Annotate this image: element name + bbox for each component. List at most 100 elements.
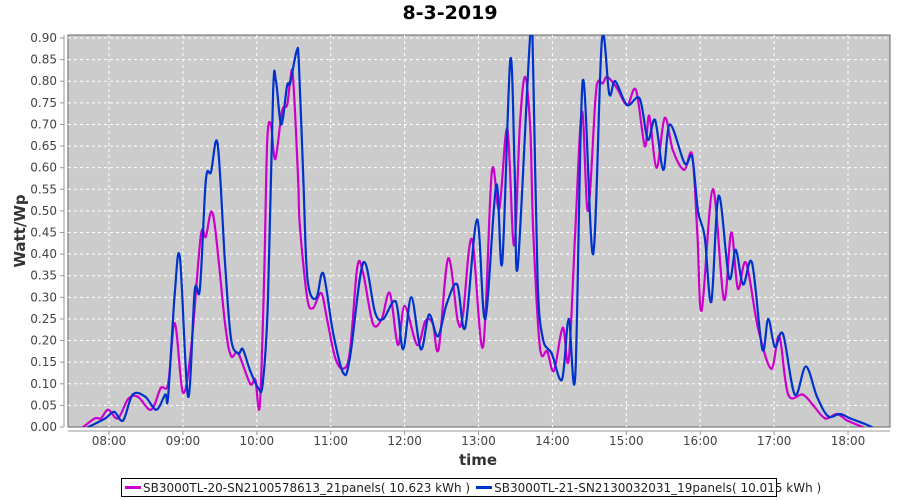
data-point: [173, 292, 176, 295]
data-point: [734, 248, 737, 251]
data-point: [150, 408, 153, 411]
x-tick-label: 08:00: [92, 434, 127, 448]
data-point: [626, 104, 629, 107]
y-tick-label: 0.60: [30, 161, 57, 175]
data-point: [655, 166, 658, 169]
data-point: [204, 179, 207, 182]
y-tick-label: 0.35: [30, 269, 57, 283]
data-point: [212, 214, 215, 217]
legend-item-series-1: SB3000TL-20-SN2100578613_21panels( 10.62…: [125, 481, 470, 495]
data-point: [730, 231, 733, 234]
data-point: [224, 322, 227, 325]
data-point: [164, 393, 167, 396]
data-point: [209, 171, 212, 174]
data-point: [538, 346, 541, 349]
data-point: [567, 317, 570, 320]
data-point: [574, 229, 577, 232]
data-point: [394, 300, 397, 303]
data-point: [280, 110, 283, 113]
legend-label: SB3000TL-21-SN2130032031_19panels( 10.01…: [494, 480, 822, 495]
chart-title: 8-3-2019: [402, 2, 498, 24]
data-point: [864, 422, 867, 425]
data-point: [331, 330, 334, 333]
data-point: [297, 62, 300, 65]
data-point: [82, 426, 85, 427]
data-point: [356, 266, 359, 269]
data-point: [334, 356, 337, 359]
data-point: [756, 326, 759, 329]
data-point: [302, 179, 305, 182]
series-group: [82, 35, 873, 427]
x-tick-label: 12:00: [387, 434, 422, 448]
gridlines: [68, 35, 890, 427]
data-point: [761, 348, 764, 351]
data-point: [683, 162, 686, 165]
data-point: [849, 417, 852, 420]
data-point: [586, 209, 589, 212]
data-point: [597, 80, 600, 83]
y-tick-label: 0.20: [30, 334, 57, 348]
x-axis-label: time: [459, 451, 497, 469]
legend-item-series-2: SB3000TL-21-SN2130032031_19panels( 10.01…: [476, 481, 821, 495]
data-point: [257, 387, 260, 390]
data-point: [261, 382, 264, 385]
data-point: [736, 287, 739, 290]
data-point: [516, 266, 519, 269]
y-tick-label: 0.75: [30, 96, 57, 110]
data-point: [703, 235, 706, 238]
data-point: [601, 82, 604, 85]
x-tick-label: 15:00: [609, 434, 644, 448]
y-tick-label: 0.55: [30, 182, 57, 196]
data-point: [682, 168, 685, 171]
data-point: [272, 91, 275, 94]
data-point: [131, 393, 134, 396]
data-point: [815, 395, 818, 398]
data-point: [594, 99, 597, 102]
y-tick-label: 0.90: [30, 31, 57, 45]
y-tick-label: 0.10: [30, 377, 57, 391]
data-point: [513, 171, 516, 174]
data-point: [410, 296, 413, 299]
data-point: [187, 395, 190, 398]
data-point: [614, 80, 617, 83]
data-point: [550, 352, 553, 355]
data-point: [870, 426, 873, 427]
data-point: [608, 93, 611, 96]
data-point: [728, 276, 731, 279]
data-point: [812, 404, 815, 407]
data-point: [717, 194, 720, 197]
data-point: [745, 261, 748, 264]
data-point: [104, 417, 107, 420]
y-tick-label: 0.30: [30, 290, 57, 304]
data-point: [292, 75, 295, 78]
data-point: [311, 307, 314, 310]
x-tick-label: 14:00: [535, 434, 570, 448]
data-point: [574, 374, 577, 377]
data-point: [697, 209, 700, 212]
data-point: [462, 313, 465, 316]
data-point: [144, 395, 147, 398]
data-point: [846, 419, 849, 422]
data-point: [93, 417, 96, 420]
data-point: [155, 408, 158, 411]
data-point: [263, 274, 266, 277]
data-point: [274, 158, 277, 161]
x-tick-label: 13:00: [461, 434, 496, 448]
y-tick-label: 0.15: [30, 355, 57, 369]
data-point: [663, 116, 666, 119]
data-point: [224, 261, 227, 264]
x-tick-label: 09:00: [166, 434, 201, 448]
data-point: [654, 119, 657, 122]
data-point: [824, 417, 827, 420]
data-point: [436, 335, 439, 338]
x-tick-label: 11:00: [313, 434, 348, 448]
data-point: [648, 114, 651, 117]
data-point: [561, 378, 564, 381]
data-point: [87, 426, 90, 427]
data-point: [495, 183, 498, 186]
data-point: [396, 343, 399, 346]
data-point: [348, 356, 351, 359]
data-point: [237, 352, 240, 355]
data-point: [193, 289, 196, 292]
